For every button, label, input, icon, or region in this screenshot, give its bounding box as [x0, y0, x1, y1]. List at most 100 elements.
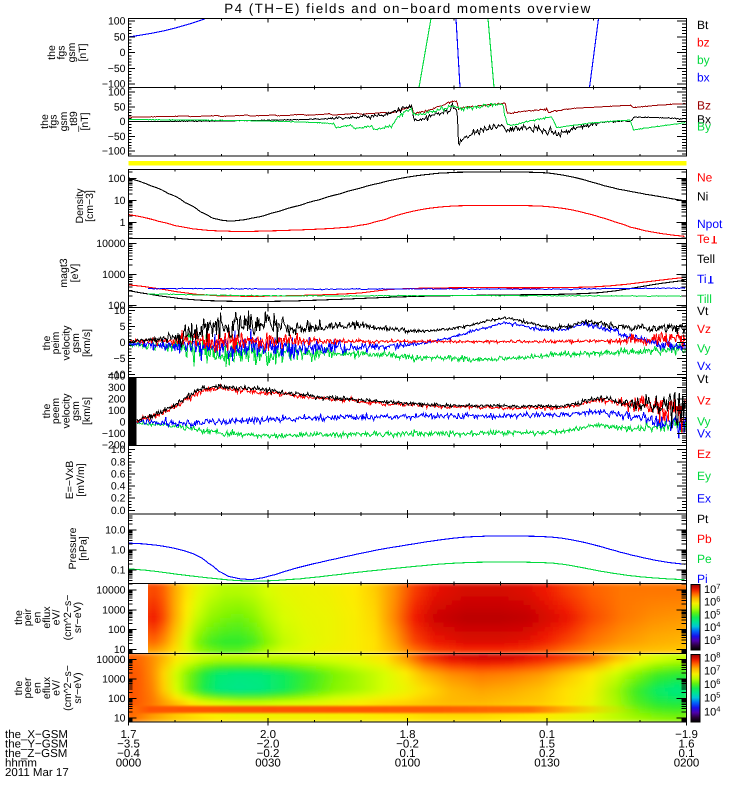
svg-text:by: by — [697, 53, 710, 67]
svg-text:50: 50 — [114, 101, 126, 113]
svg-text:100: 100 — [108, 693, 126, 705]
svg-text:100: 100 — [108, 624, 126, 636]
svg-text:1.0: 1.0 — [111, 545, 126, 557]
svg-text:Vx: Vx — [697, 427, 711, 441]
svg-text:gsm: gsm — [66, 42, 78, 62]
svg-text:1000: 1000 — [102, 604, 126, 616]
svg-text:Ey: Ey — [697, 469, 711, 483]
svg-text:0000: 0000 — [116, 758, 142, 770]
svg-text:the: the — [13, 681, 25, 696]
svg-text:gsm: gsm — [58, 111, 70, 131]
svg-text:100: 100 — [108, 405, 126, 417]
svg-text:Pt: Pt — [697, 512, 709, 526]
svg-text:eflux: eflux — [41, 606, 53, 629]
svg-text:0200: 0200 — [674, 758, 700, 770]
svg-text:Vt: Vt — [697, 304, 709, 318]
svg-text:1.6: 1.6 — [679, 739, 695, 751]
svg-text:en: en — [32, 682, 44, 694]
svg-text:Te: Te — [697, 232, 710, 246]
svg-text:Vx: Vx — [697, 359, 711, 373]
svg-text:gsm: gsm — [70, 333, 82, 353]
svg-text:10: 10 — [114, 713, 126, 725]
svg-text:Bx: Bx — [697, 113, 711, 127]
svg-text:[eV]: [eV] — [69, 264, 81, 283]
svg-text:gsm: gsm — [70, 401, 82, 421]
svg-text:Density: Density — [74, 188, 86, 224]
svg-text:en: en — [32, 612, 44, 624]
svg-text:100: 100 — [108, 300, 126, 312]
svg-text:Bt: Bt — [697, 18, 709, 32]
svg-text:−1.9: −1.9 — [675, 729, 698, 741]
svg-text:Ne: Ne — [697, 171, 713, 185]
svg-text:the: the — [39, 114, 51, 129]
svg-text:Ti: Ti — [697, 272, 707, 286]
svg-text:the: the — [46, 45, 58, 60]
svg-text:Tell: Tell — [697, 252, 715, 266]
svg-text:0.0: 0.0 — [111, 505, 126, 517]
svg-text:1.0: 1.0 — [111, 444, 126, 456]
svg-text:magt3: magt3 — [58, 258, 70, 287]
svg-text:0.4: 0.4 — [111, 481, 126, 493]
svg-text:300: 300 — [108, 382, 126, 394]
svg-text:[mV/m]: [mV/m] — [75, 463, 87, 496]
svg-text:0: 0 — [120, 116, 126, 128]
svg-text:peim: peim — [50, 331, 62, 354]
svg-text:velocity: velocity — [61, 325, 73, 361]
svg-text:1000: 1000 — [102, 674, 126, 686]
svg-text:Vy: Vy — [697, 415, 711, 429]
svg-text:the_X−GSM: the_X−GSM — [5, 729, 68, 741]
svg-text:E=−VxB: E=−VxB — [64, 461, 76, 500]
svg-text:−3.5: −3.5 — [117, 739, 140, 751]
svg-text:[km/s]: [km/s] — [81, 329, 93, 357]
svg-text:1: 1 — [120, 217, 126, 229]
svg-text:10000: 10000 — [96, 238, 125, 250]
svg-text:−100: −100 — [102, 79, 126, 91]
svg-text:10000: 10000 — [96, 654, 125, 666]
svg-text:eV/: eV/ — [51, 610, 63, 626]
svg-text:100: 100 — [108, 87, 126, 99]
svg-text:−5: −5 — [114, 353, 126, 365]
svg-text:fgs: fgs — [56, 45, 68, 59]
svg-text:_t89: _t89 — [68, 111, 80, 133]
svg-text:[nT]: [nT] — [77, 43, 89, 61]
svg-text:0.1: 0.1 — [679, 748, 695, 760]
svg-text:−100: −100 — [102, 146, 126, 158]
svg-text:100: 100 — [108, 16, 126, 28]
svg-text:Ex: Ex — [697, 492, 711, 506]
svg-text:0.1: 0.1 — [111, 565, 126, 577]
svg-text:0: 0 — [120, 417, 126, 429]
svg-text:10: 10 — [114, 195, 126, 207]
svg-text:400: 400 — [108, 371, 126, 383]
svg-text:Pi: Pi — [697, 572, 708, 586]
svg-text:the_Y−GSM: the_Y−GSM — [5, 739, 68, 751]
svg-text:(cm^2−s−: (cm^2−s− — [62, 665, 74, 711]
svg-text:−100: −100 — [102, 428, 126, 440]
svg-text:peer: peer — [22, 677, 34, 699]
svg-text:1.7: 1.7 — [121, 729, 137, 741]
svg-text:Till: Till — [697, 292, 712, 306]
svg-text:0.2: 0.2 — [111, 493, 126, 505]
svg-text:Pb: Pb — [697, 532, 712, 546]
svg-text:[cm−3]: [cm−3] — [84, 190, 96, 222]
svg-text:0130: 0130 — [534, 758, 560, 770]
svg-text:the: the — [41, 404, 53, 419]
svg-text:[nT]: [nT] — [79, 112, 91, 130]
svg-text:Vy: Vy — [697, 342, 711, 356]
svg-text:−2.0: −2.0 — [257, 739, 280, 751]
svg-text:Pe: Pe — [697, 552, 712, 566]
svg-text:bx: bx — [697, 71, 710, 85]
svg-text:eV/: eV/ — [51, 680, 63, 696]
svg-text:5: 5 — [120, 321, 126, 333]
svg-text:1000: 1000 — [102, 269, 126, 281]
svg-text:−0.2: −0.2 — [257, 748, 280, 760]
svg-text:−50: −50 — [108, 63, 126, 75]
svg-text:10000: 10000 — [96, 585, 125, 597]
svg-text:0: 0 — [120, 47, 126, 59]
svg-text:0.1: 0.1 — [539, 729, 555, 741]
svg-text:eflux: eflux — [41, 676, 53, 699]
svg-text:By: By — [697, 120, 711, 134]
svg-text:Ez: Ez — [697, 447, 711, 461]
svg-text:10: 10 — [114, 644, 126, 656]
svg-text:velocity: velocity — [61, 393, 73, 429]
svg-text:the: the — [13, 610, 25, 625]
